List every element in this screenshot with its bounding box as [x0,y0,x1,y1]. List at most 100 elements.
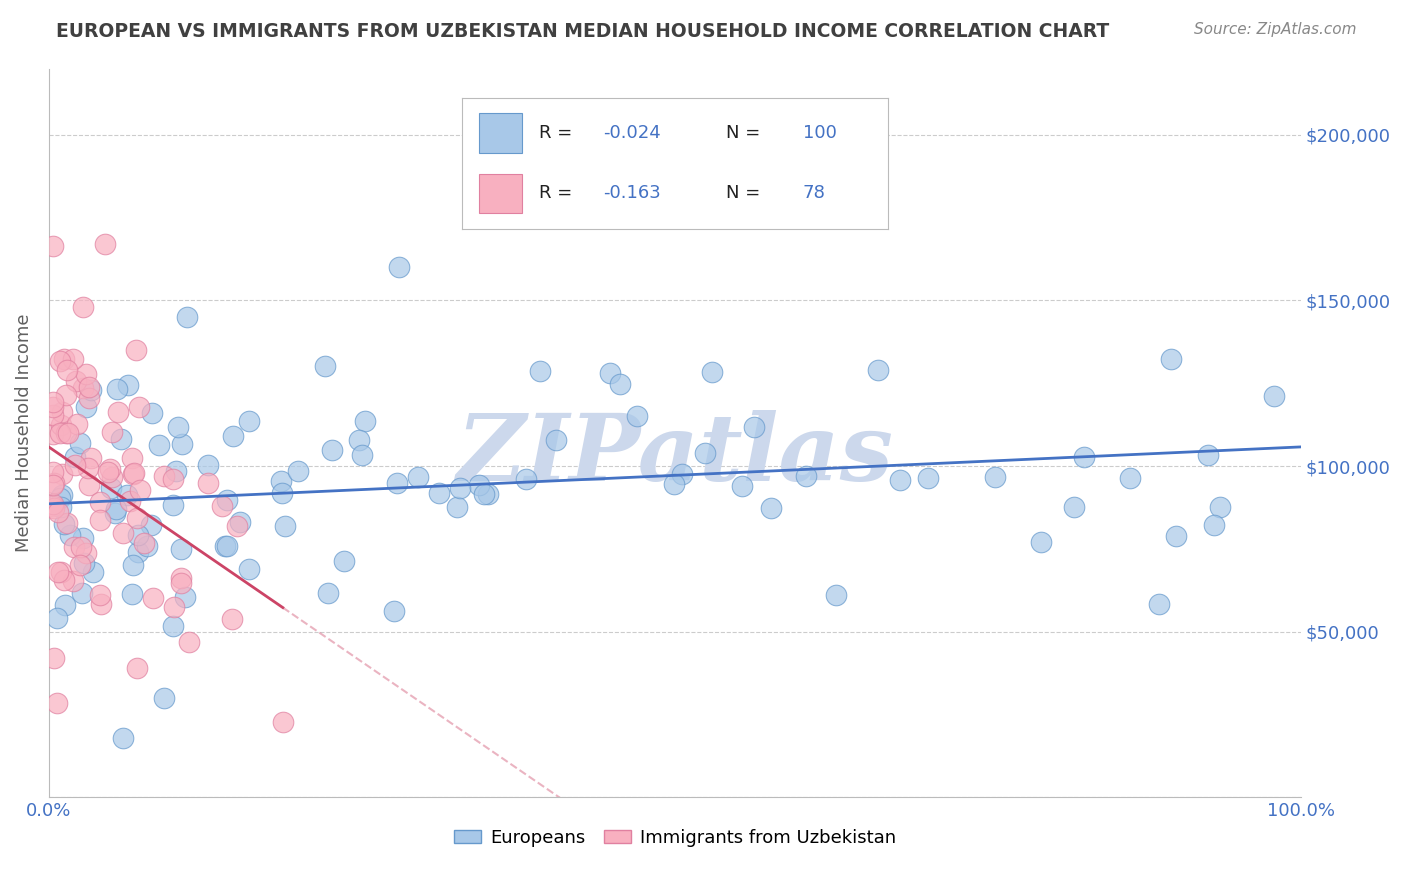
Point [45,696,67,710]
Point [101,425,124,439]
Point [742,419,765,434]
Point [42,496,65,510]
Point [153,691,176,706]
Point [170,575,193,590]
Point [225,518,247,533]
Point [446,500,468,514]
Point [352,448,374,462]
Point [42,239,65,253]
Point [139,517,162,532]
Point [599,366,621,380]
Point [1029,535,1052,549]
Point [75,367,97,381]
Point [176,310,198,324]
Point [270,474,292,488]
Point [170,541,193,556]
Point [605,211,627,225]
Point [125,343,148,358]
Point [107,382,129,396]
Point [128,401,150,415]
Point [165,464,187,478]
Point [94,237,117,252]
Point [162,619,184,633]
Point [90,597,112,611]
Point [211,499,233,513]
Point [46,505,69,519]
Point [197,476,219,491]
Point [42,651,65,665]
Point [55,426,77,441]
Point [75,546,97,560]
Point [49,500,72,514]
Point [49,565,72,579]
Point [1063,500,1085,514]
Point [122,467,145,481]
Point [238,414,260,428]
Point [122,558,145,572]
Point [46,610,69,624]
Point [472,486,495,500]
Point [53,599,76,613]
Point [173,591,195,605]
Point [163,599,186,614]
Point [214,539,236,553]
Point [825,588,848,602]
Point [917,471,939,485]
Point [55,388,77,402]
Point [69,558,91,572]
Point [42,501,65,516]
Point [222,429,245,443]
Point [387,260,409,275]
Point [468,478,491,492]
Text: Source: ZipAtlas.com: Source: ZipAtlas.com [1194,22,1357,37]
Point [271,486,294,500]
Point [63,450,86,465]
Point [984,469,1007,483]
Point [148,438,170,452]
Point [111,525,134,540]
Point [671,467,693,481]
Point [65,374,87,388]
Point [215,492,238,507]
Point [70,586,93,600]
Point [162,471,184,485]
Point [89,495,111,509]
Point [170,437,193,451]
Legend: Europeans, Immigrants from Uzbekistan: Europeans, Immigrants from Uzbekistan [447,822,903,854]
Point [221,612,243,626]
Point [51,405,73,419]
Point [79,391,101,405]
Point [125,511,148,525]
Point [66,417,89,431]
Point [730,479,752,493]
Point [1119,471,1142,485]
Point [117,377,139,392]
Point [105,502,128,516]
Point [385,476,408,491]
Point [46,565,69,579]
Point [52,574,75,588]
Point [217,539,239,553]
Point [321,443,343,458]
Point [42,475,65,490]
Point [626,409,648,423]
Point [49,426,72,441]
Point [866,363,889,377]
Point [1209,500,1232,514]
Point [136,539,159,553]
Point [332,554,354,568]
Point [515,472,537,486]
Point [274,519,297,533]
Point [77,380,100,394]
Point [75,400,97,414]
Point [1160,352,1182,367]
Point [77,477,100,491]
Point [702,365,724,379]
Point [72,300,94,314]
Point [56,363,79,377]
Point [110,433,132,447]
Point [56,426,79,441]
Point [1147,597,1170,611]
Point [316,586,339,600]
Point [55,516,77,531]
